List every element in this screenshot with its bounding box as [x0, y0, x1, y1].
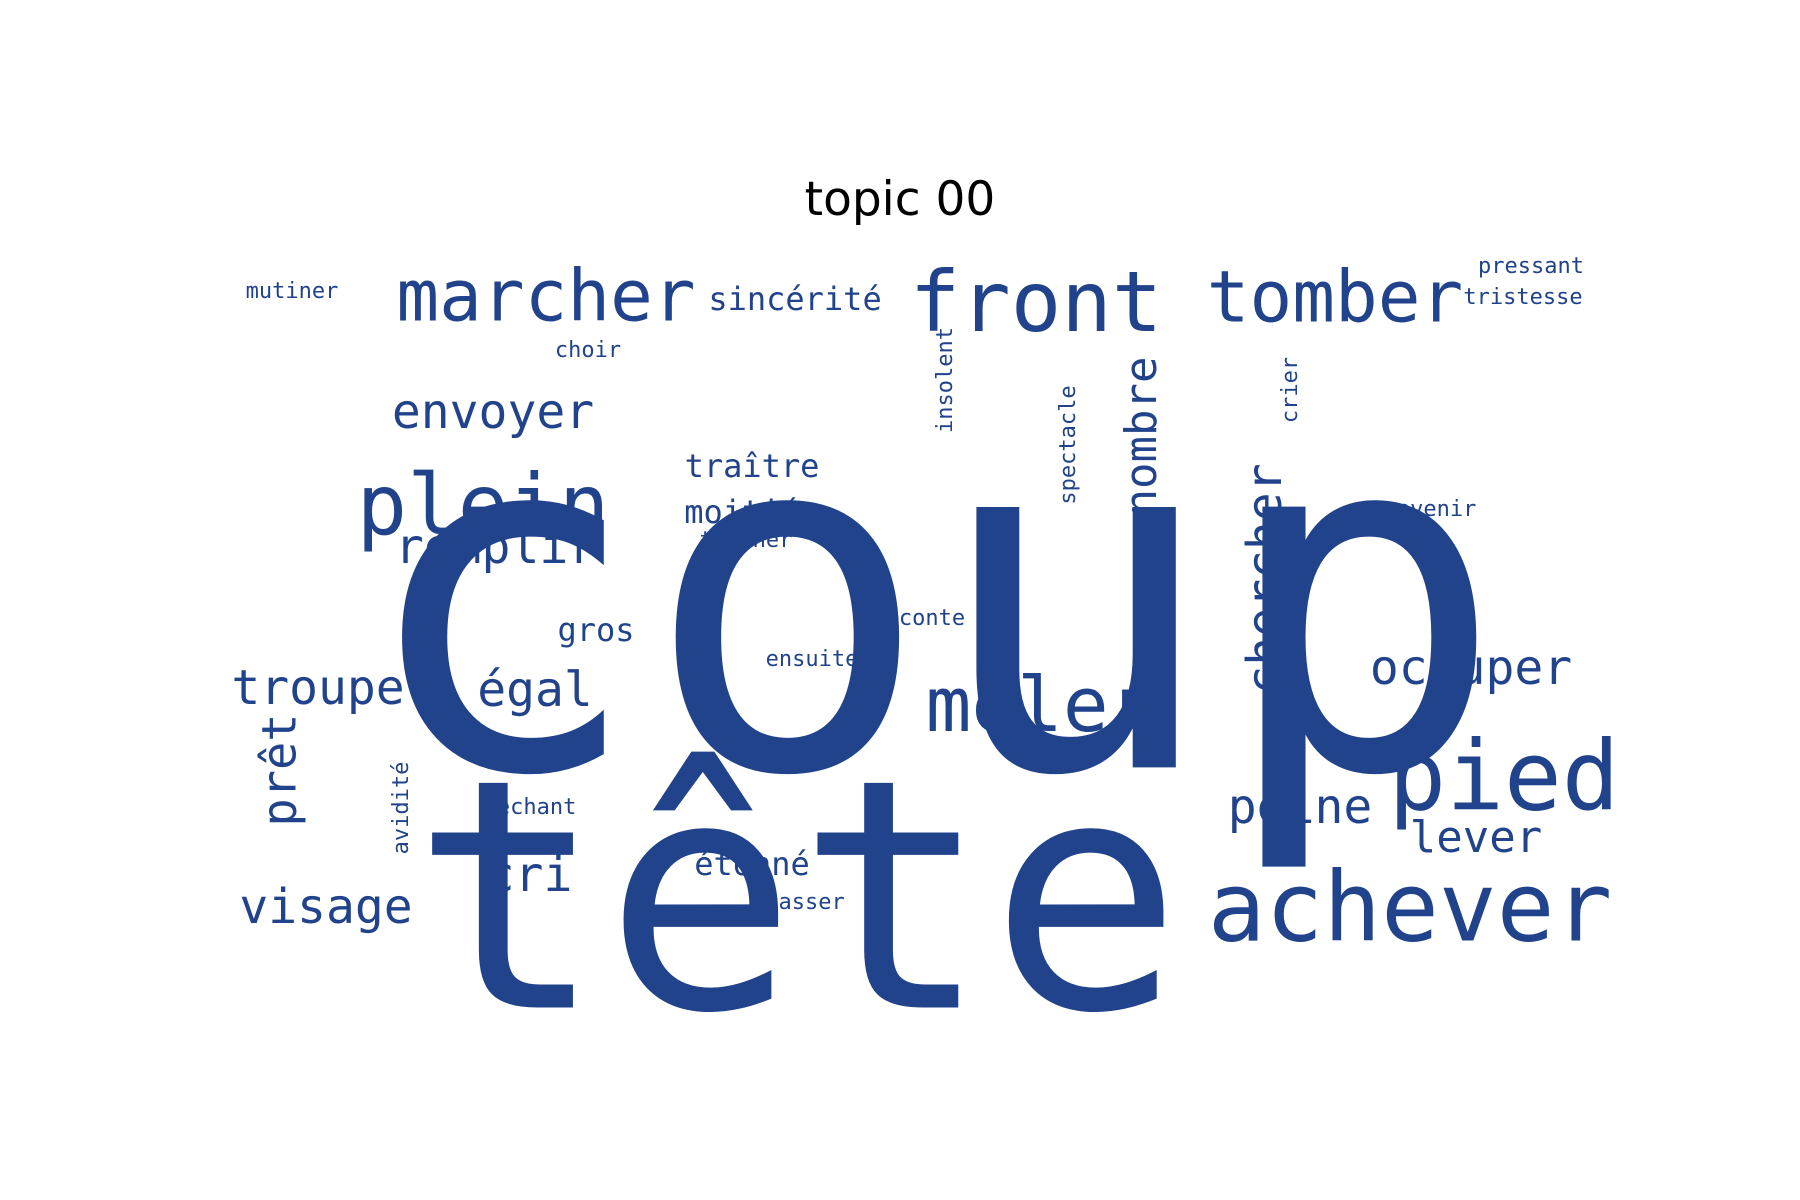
word-nombre: nombre — [1116, 357, 1167, 516]
word-achever: achever — [1208, 851, 1613, 963]
word-tristesse: tristesse — [1463, 285, 1582, 310]
word-choir: choir — [555, 338, 621, 363]
word-ensuite: ensuite — [766, 647, 859, 672]
word-pressant: pressant — [1478, 254, 1584, 279]
word-gros: gros — [557, 611, 634, 649]
word-remplir: remplir — [395, 519, 597, 575]
word-sincerite: sincérité — [708, 280, 881, 318]
word-occuper: occuper — [1370, 640, 1572, 696]
word-front: front — [910, 253, 1163, 351]
word-insolent: insolent — [933, 327, 958, 433]
word-peine: peine — [1228, 779, 1373, 835]
word-avidite: avidité — [389, 762, 414, 855]
word-visage: visage — [239, 879, 412, 935]
word-mutiner: mutiner — [246, 279, 339, 304]
word-pied: pied — [1388, 720, 1619, 832]
word-troupe: troupe — [231, 660, 404, 716]
word-egal: égal — [477, 662, 593, 718]
word-coup: coup — [357, 325, 1506, 880]
word-plein: plein — [357, 456, 610, 554]
word-meler: mêler — [926, 660, 1155, 749]
word-trainer: trainer — [700, 528, 793, 553]
word-traitre: traître — [685, 447, 820, 485]
word-mechant: méchant — [484, 795, 577, 820]
word-tomber: tomber — [1207, 256, 1463, 339]
word-spectacle: spectacle — [1056, 385, 1081, 504]
word-cri: cri — [486, 847, 573, 903]
word-pret: prêt — [253, 713, 308, 826]
word-revenir: revenir — [1384, 497, 1477, 522]
word-marcher: marcher — [396, 255, 695, 338]
word-passer: passer — [765, 890, 844, 915]
page-title: topic 00 — [804, 172, 996, 227]
word-chercher: chercher — [1237, 463, 1293, 694]
word-etonne: étonné — [694, 845, 810, 883]
word-envoyer: envoyer — [392, 384, 594, 440]
word-moitie: moitié — [684, 493, 800, 531]
word-conte: conte — [899, 606, 965, 631]
word-tete: tête — [412, 712, 1183, 1084]
word-crier: crier — [1278, 357, 1303, 423]
word-lever: lever — [1410, 812, 1542, 863]
